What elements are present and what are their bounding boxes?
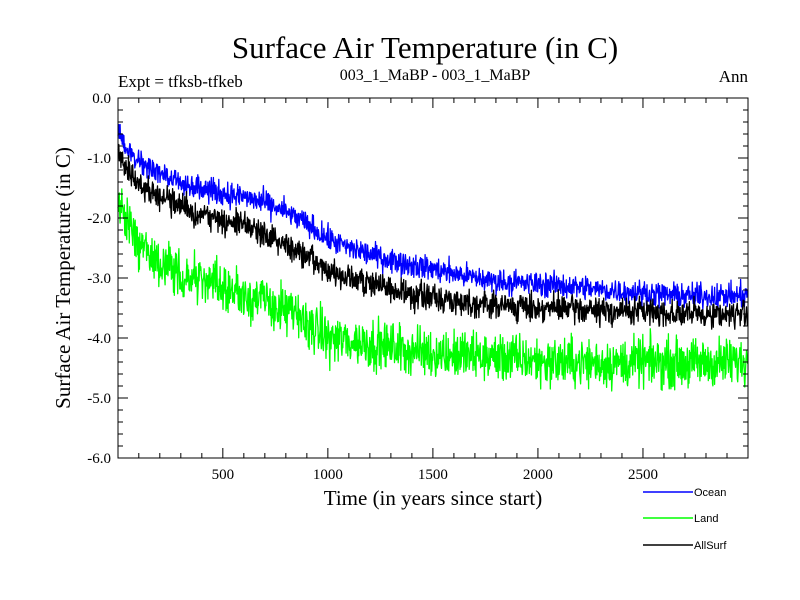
legend: Ocean Land AllSurf xyxy=(643,487,727,552)
x-tick-labels: 500 1000 1500 2000 2500 xyxy=(212,467,658,483)
y-tick-label: -4.0 xyxy=(87,331,111,347)
y-tick-label: -1.0 xyxy=(87,151,111,167)
period-label: 003_1_MaBP - 003_1_MaBP xyxy=(340,67,531,84)
y-tick-label: -3.0 xyxy=(87,271,111,287)
y-tick-label: 0.0 xyxy=(92,91,111,107)
experiment-label: Expt = tfksb-tfkeb xyxy=(118,72,243,91)
x-tick-label: 2000 xyxy=(523,467,553,483)
season-label: Ann xyxy=(719,67,749,86)
x-tick-label: 1500 xyxy=(418,467,448,483)
chart-title: Surface Air Temperature (in C) xyxy=(232,30,618,65)
legend-label-allsurf: AllSurf xyxy=(694,540,727,552)
x-axis-label: Time (in years since start) xyxy=(324,486,543,510)
y-tick-label: -6.0 xyxy=(87,451,111,467)
series-line-ocean xyxy=(117,123,749,312)
y-tick-label: -5.0 xyxy=(87,391,111,407)
y-tick-label: -2.0 xyxy=(87,211,111,227)
series-line-allsurf xyxy=(117,143,749,330)
y-tick-labels: 0.0 -1.0 -2.0 -3.0 -4.0 -5.0 -6.0 xyxy=(87,91,111,467)
legend-label-land: Land xyxy=(694,513,718,525)
series-line-land xyxy=(117,188,749,392)
x-tick-label: 500 xyxy=(212,467,235,483)
plot-frame xyxy=(117,97,749,459)
x-tick-label: 1000 xyxy=(313,467,343,483)
legend-label-ocean: Ocean xyxy=(694,487,726,499)
x-tick-label: 2500 xyxy=(628,467,658,483)
series-group xyxy=(117,123,749,392)
y-axis-label: Surface Air Temperature (in C) xyxy=(51,147,75,409)
